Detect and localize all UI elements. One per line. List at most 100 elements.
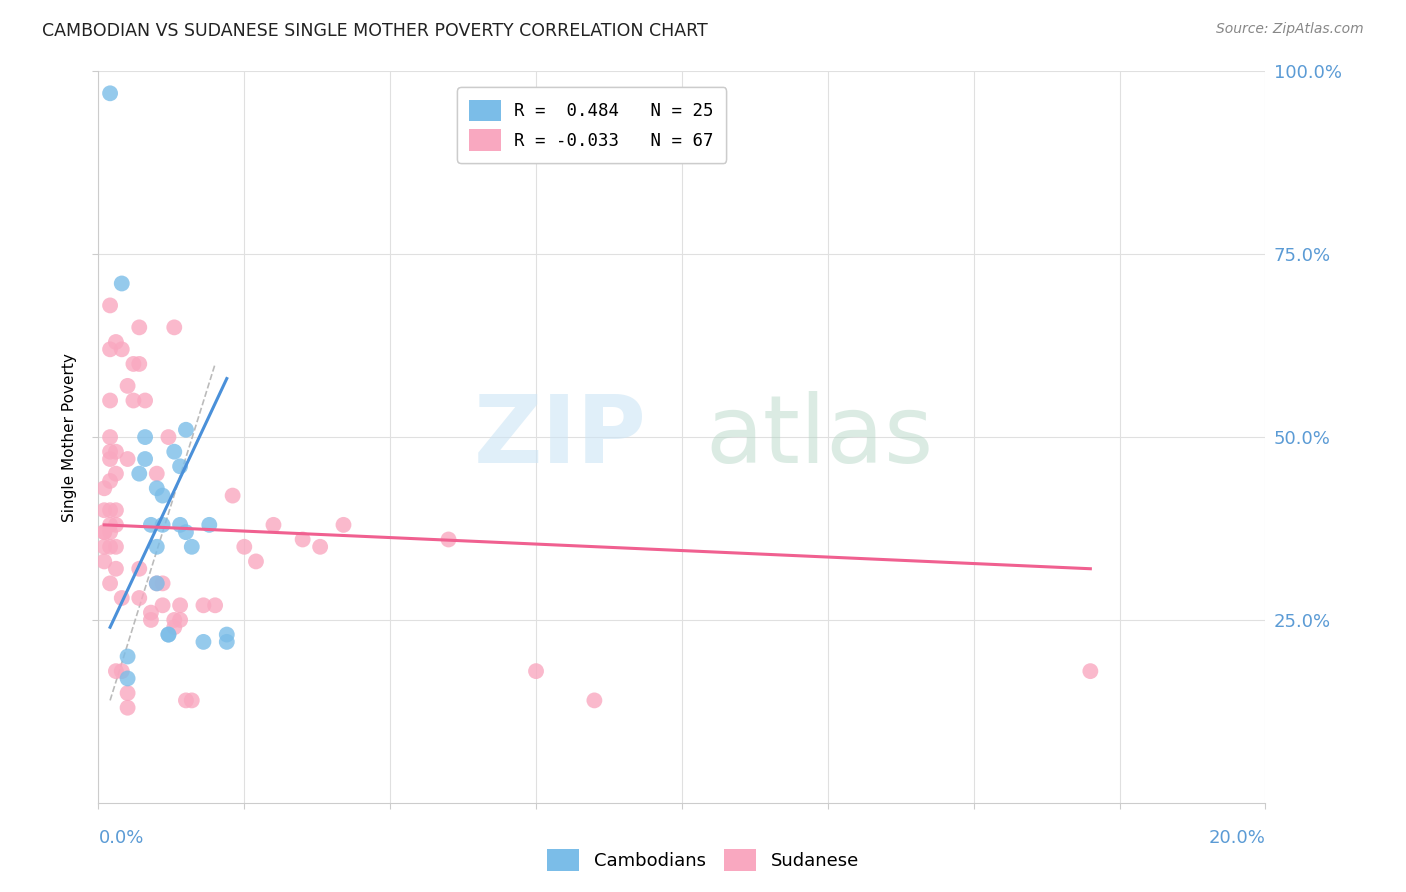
Point bbox=[152, 599, 174, 613]
Point bbox=[221, 489, 243, 503]
Point bbox=[104, 517, 127, 532]
Point bbox=[1080, 664, 1102, 678]
Point bbox=[163, 613, 186, 627]
Point bbox=[139, 517, 162, 532]
Legend: R =  0.484   N = 25, R = -0.033   N = 67: R = 0.484 N = 25, R = -0.033 N = 67 bbox=[457, 87, 725, 162]
Point bbox=[98, 393, 121, 408]
Point bbox=[169, 613, 191, 627]
Point bbox=[128, 467, 150, 481]
Point bbox=[98, 298, 121, 312]
Point bbox=[98, 576, 121, 591]
Text: 0.0%: 0.0% bbox=[98, 829, 143, 847]
Point bbox=[169, 517, 191, 532]
Point bbox=[169, 459, 191, 474]
Point bbox=[117, 672, 139, 686]
Point bbox=[180, 540, 202, 554]
Point bbox=[104, 540, 127, 554]
Point bbox=[117, 700, 139, 714]
Point bbox=[524, 664, 547, 678]
Point bbox=[98, 343, 121, 357]
Point bbox=[139, 613, 162, 627]
Point bbox=[152, 576, 174, 591]
Point bbox=[98, 452, 121, 467]
Point bbox=[146, 467, 169, 481]
Point bbox=[104, 664, 127, 678]
Point bbox=[146, 576, 169, 591]
Point bbox=[93, 525, 115, 540]
Point bbox=[111, 664, 134, 678]
Point bbox=[163, 620, 186, 634]
Point bbox=[174, 693, 197, 707]
Point bbox=[215, 635, 238, 649]
Point bbox=[198, 517, 221, 532]
Point bbox=[146, 540, 169, 554]
Point bbox=[98, 474, 121, 488]
Point bbox=[146, 481, 169, 495]
Point bbox=[104, 503, 127, 517]
Point bbox=[583, 693, 606, 707]
Point bbox=[128, 357, 150, 371]
Text: CAMBODIAN VS SUDANESE SINGLE MOTHER POVERTY CORRELATION CHART: CAMBODIAN VS SUDANESE SINGLE MOTHER POVE… bbox=[42, 22, 709, 40]
Text: ZIP: ZIP bbox=[474, 391, 647, 483]
Point bbox=[93, 540, 115, 554]
Text: 20.0%: 20.0% bbox=[1209, 829, 1265, 847]
Point bbox=[163, 320, 186, 334]
Point bbox=[193, 599, 215, 613]
Point bbox=[117, 686, 139, 700]
Point bbox=[93, 525, 115, 540]
Point bbox=[93, 503, 115, 517]
Point bbox=[332, 517, 354, 532]
Point bbox=[111, 591, 134, 605]
Point bbox=[134, 393, 156, 408]
Point bbox=[104, 467, 127, 481]
Point bbox=[163, 444, 186, 458]
Point bbox=[169, 599, 191, 613]
Point bbox=[128, 320, 150, 334]
Point bbox=[93, 554, 115, 568]
Point bbox=[157, 627, 180, 641]
Point bbox=[93, 481, 115, 495]
Point bbox=[291, 533, 314, 547]
Point bbox=[245, 554, 267, 568]
Point bbox=[134, 430, 156, 444]
Point bbox=[139, 606, 162, 620]
Y-axis label: Single Mother Poverty: Single Mother Poverty bbox=[62, 352, 77, 522]
Point bbox=[134, 452, 156, 467]
Point bbox=[98, 87, 121, 101]
Point bbox=[215, 627, 238, 641]
Point bbox=[98, 525, 121, 540]
Point bbox=[98, 430, 121, 444]
Point bbox=[128, 591, 150, 605]
Legend: Cambodians, Sudanese: Cambodians, Sudanese bbox=[540, 842, 866, 879]
Point bbox=[104, 334, 127, 349]
Point bbox=[104, 444, 127, 458]
Point bbox=[157, 627, 180, 641]
Point bbox=[111, 277, 134, 291]
Point bbox=[233, 540, 256, 554]
Point bbox=[309, 540, 332, 554]
Point bbox=[152, 517, 174, 532]
Point bbox=[117, 379, 139, 393]
Point bbox=[204, 599, 226, 613]
Point bbox=[98, 444, 121, 458]
Point bbox=[152, 489, 174, 503]
Point bbox=[146, 576, 169, 591]
Point bbox=[174, 525, 197, 540]
Point bbox=[128, 562, 150, 576]
Point bbox=[98, 540, 121, 554]
Point bbox=[157, 430, 180, 444]
Point bbox=[174, 423, 197, 437]
Point bbox=[437, 533, 460, 547]
Point bbox=[98, 517, 121, 532]
Point bbox=[122, 357, 145, 371]
Point bbox=[111, 343, 134, 357]
Point bbox=[104, 562, 127, 576]
Point bbox=[193, 635, 215, 649]
Text: Source: ZipAtlas.com: Source: ZipAtlas.com bbox=[1216, 22, 1364, 37]
Point bbox=[117, 649, 139, 664]
Point bbox=[117, 452, 139, 467]
Text: atlas: atlas bbox=[706, 391, 934, 483]
Point bbox=[98, 503, 121, 517]
Point bbox=[180, 693, 202, 707]
Point bbox=[122, 393, 145, 408]
